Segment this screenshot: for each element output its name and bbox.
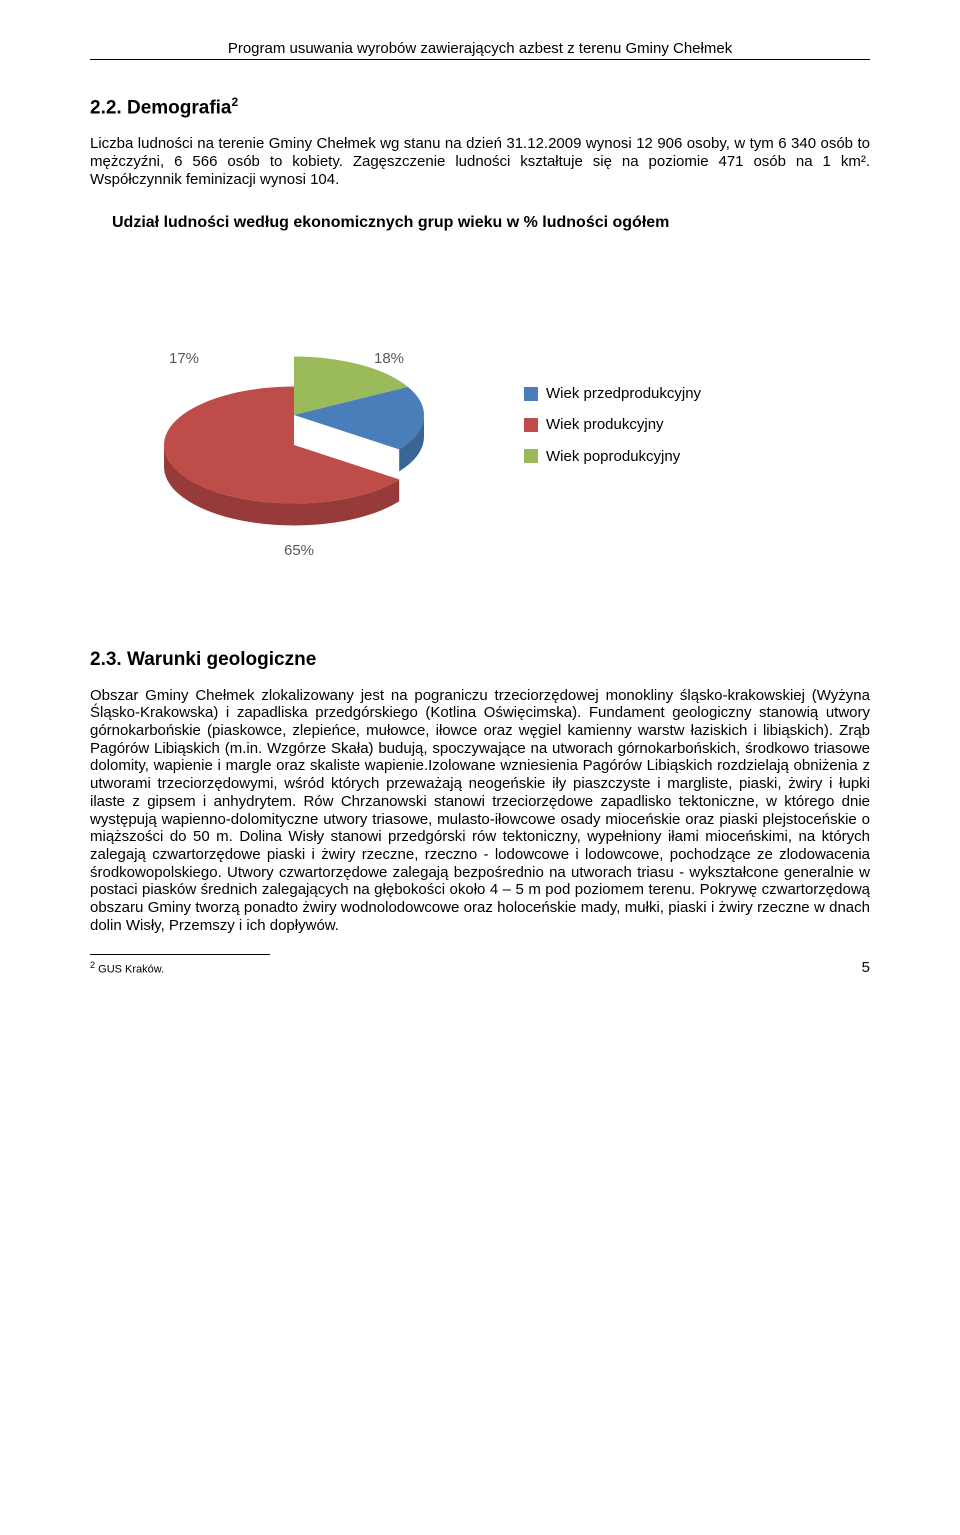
footnote-rule <box>90 954 270 955</box>
page-number: 5 <box>862 959 870 976</box>
legend-label: Wiek poprodukcyjny <box>546 448 680 465</box>
pie-chart-svg: 17% 18% 65% <box>104 255 484 595</box>
header-rule <box>90 59 870 60</box>
footnote-text: GUS Kraków. <box>95 964 164 976</box>
chart-legend: Wiek przedprodukcyjny Wiek produkcyjny Wie… <box>524 371 701 479</box>
svg-text:65%: 65% <box>284 542 314 559</box>
chart-title: Udział ludności według ekonomicznych gru… <box>112 214 856 232</box>
legend-label: Wiek produkcyjny <box>546 416 664 433</box>
legend-item: Wiek poprodukcyjny <box>524 448 701 465</box>
page-header: Program usuwania wyrobów zawierających a… <box>90 40 870 57</box>
legend-item: Wiek przedprodukcyjny <box>524 385 701 402</box>
footnote: 2 GUS Kraków. <box>90 960 164 976</box>
svg-text:18%: 18% <box>374 350 404 367</box>
geologia-paragraph: Obszar Gminy Chełmek zlokalizowany jest … <box>90 687 870 935</box>
svg-text:17%: 17% <box>169 350 199 367</box>
legend-item: Wiek produkcyjny <box>524 416 701 433</box>
legend-swatch <box>524 449 538 463</box>
section-heading-geologia: 2.3. Warunki geologiczne <box>90 649 870 671</box>
heading-text: 2.2. Demografia <box>90 98 232 119</box>
legend-swatch <box>524 387 538 401</box>
demografia-paragraph: Liczba ludności na terenie Gminy Chełmek… <box>90 135 870 188</box>
section-heading-demografia: 2.2. Demografia2 <box>90 96 870 119</box>
legend-swatch <box>524 418 538 432</box>
legend-label: Wiek przedprodukcyjny <box>546 385 701 402</box>
population-age-pie-chart: Udział ludności według ekonomicznych gru… <box>90 208 870 608</box>
heading-footnote-mark: 2 <box>232 95 239 109</box>
